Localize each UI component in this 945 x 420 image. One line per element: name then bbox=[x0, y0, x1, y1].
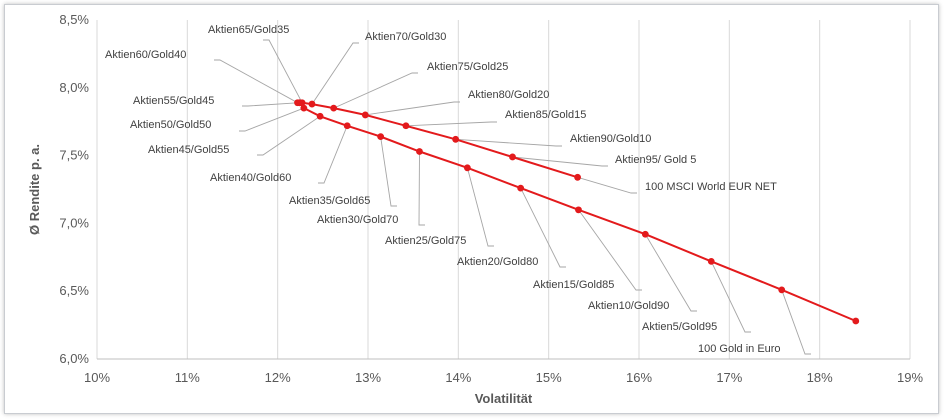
data-label: Aktien95/ Gold 5 bbox=[615, 154, 696, 166]
data-label: Aktien40/Gold60 bbox=[210, 172, 291, 184]
y-tick-label: 8,0% bbox=[59, 80, 89, 95]
data-point bbox=[463, 164, 471, 172]
data-point bbox=[330, 104, 338, 112]
data-point bbox=[575, 206, 582, 214]
leader-line bbox=[455, 138, 562, 147]
x-tick-label: 17% bbox=[716, 370, 742, 385]
data-point bbox=[361, 111, 369, 119]
label-layer: Aktien65/Gold35 Aktien70/Gold30 Aktien60/G… bbox=[105, 24, 781, 355]
leader-line bbox=[365, 101, 460, 116]
x-tick-label: 13% bbox=[355, 370, 381, 385]
data-point bbox=[402, 122, 410, 130]
y-axis-title: Ø Rendite p. a. bbox=[27, 144, 42, 235]
data-point bbox=[343, 122, 351, 130]
data-point bbox=[509, 153, 516, 161]
data-label: Aktien15/Gold85 bbox=[533, 279, 614, 291]
data-point bbox=[316, 112, 324, 120]
y-tick-label: 7,5% bbox=[59, 148, 89, 163]
leader-line bbox=[781, 289, 811, 355]
x-tick-label: 19% bbox=[897, 370, 923, 385]
leader-line bbox=[578, 209, 642, 291]
leader-layer bbox=[214, 39, 811, 355]
data-label: Aktien50/Gold50 bbox=[130, 119, 211, 131]
data-label: Aktien80/Gold20 bbox=[468, 89, 549, 101]
x-axis-title: Volatilität bbox=[475, 391, 533, 406]
data-point bbox=[295, 99, 303, 107]
x-tick-label: 11% bbox=[175, 370, 200, 385]
y-tick-label: 7,0% bbox=[59, 215, 89, 230]
data-point bbox=[452, 135, 460, 143]
leader-line bbox=[710, 261, 751, 333]
leader-line bbox=[512, 156, 608, 167]
leader-line bbox=[242, 102, 300, 107]
data-point bbox=[778, 286, 786, 294]
leader-line bbox=[644, 233, 697, 312]
data-label: Aktien30/Gold70 bbox=[317, 214, 398, 226]
x-tick-label: 18% bbox=[807, 370, 833, 385]
leader-line bbox=[418, 151, 425, 226]
data-point bbox=[517, 184, 525, 192]
y-tick-label: 6,5% bbox=[59, 283, 89, 298]
x-tick-label: 15% bbox=[536, 370, 562, 385]
x-tick-label: 10% bbox=[84, 370, 110, 385]
chart-svg: 10% 11% 12% 13% 14% 15% 16% 17% 18% 19% 6,0% 6,5% 7,… bbox=[27, 12, 923, 406]
leader-line bbox=[311, 42, 359, 105]
x-tick-label: 12% bbox=[265, 370, 291, 385]
x-tick-label: 16% bbox=[626, 370, 652, 385]
leader-line bbox=[214, 59, 298, 104]
data-point bbox=[416, 148, 423, 155]
data-label: Aktien90/Gold10 bbox=[570, 133, 651, 145]
data-point bbox=[852, 317, 860, 325]
data-label: Aktien20/Gold80 bbox=[457, 256, 538, 268]
y-tick-label: 6,0% bbox=[59, 351, 89, 366]
data-label: Aktien75/Gold25 bbox=[427, 61, 508, 73]
leader-line bbox=[380, 136, 397, 207]
data-point bbox=[641, 230, 649, 238]
grid-layer bbox=[96, 20, 911, 359]
data-point bbox=[377, 133, 385, 141]
data-label: Aktien35/Gold65 bbox=[289, 195, 370, 207]
axis-layer: 10% 11% 12% 13% 14% 15% 16% 17% 18% 19% 6,0% 6,5% 7,… bbox=[59, 12, 923, 385]
series-layer bbox=[294, 99, 860, 325]
data-label: Aktien25/Gold75 bbox=[385, 235, 466, 247]
data-label: 100 Gold in Euro bbox=[698, 343, 781, 355]
y-tick-label: 8,5% bbox=[59, 12, 89, 27]
data-point bbox=[574, 173, 581, 181]
data-label: Aktien60/Gold40 bbox=[105, 49, 186, 61]
data-label: Aktien5/Gold95 bbox=[642, 321, 717, 333]
data-label: Aktien45/Gold55 bbox=[148, 144, 229, 156]
leader-line bbox=[257, 115, 321, 156]
leader-line bbox=[263, 39, 303, 103]
data-point bbox=[308, 100, 316, 108]
x-tick-label: 14% bbox=[445, 370, 471, 385]
chart-frame: 10% 11% 12% 13% 14% 15% 16% 17% 18% 19% 6,0% 6,5% 7,… bbox=[4, 4, 939, 414]
data-point bbox=[707, 257, 715, 265]
leader-line bbox=[577, 176, 637, 194]
data-label: Aktien55/Gold45 bbox=[133, 95, 214, 107]
leader-line bbox=[405, 121, 497, 127]
leader-line bbox=[466, 167, 494, 247]
data-label: Aktien10/Gold90 bbox=[588, 300, 669, 312]
data-label: Aktien70/Gold30 bbox=[365, 31, 446, 43]
data-label: Aktien85/Gold15 bbox=[505, 109, 586, 121]
data-point bbox=[300, 104, 308, 112]
leader-line bbox=[520, 187, 566, 268]
leader-line bbox=[318, 125, 348, 184]
leader-line bbox=[333, 72, 418, 109]
data-label: Aktien65/Gold35 bbox=[208, 24, 289, 36]
data-label: 100 MSCI World EUR NET bbox=[645, 181, 777, 193]
leader-line bbox=[239, 107, 305, 132]
